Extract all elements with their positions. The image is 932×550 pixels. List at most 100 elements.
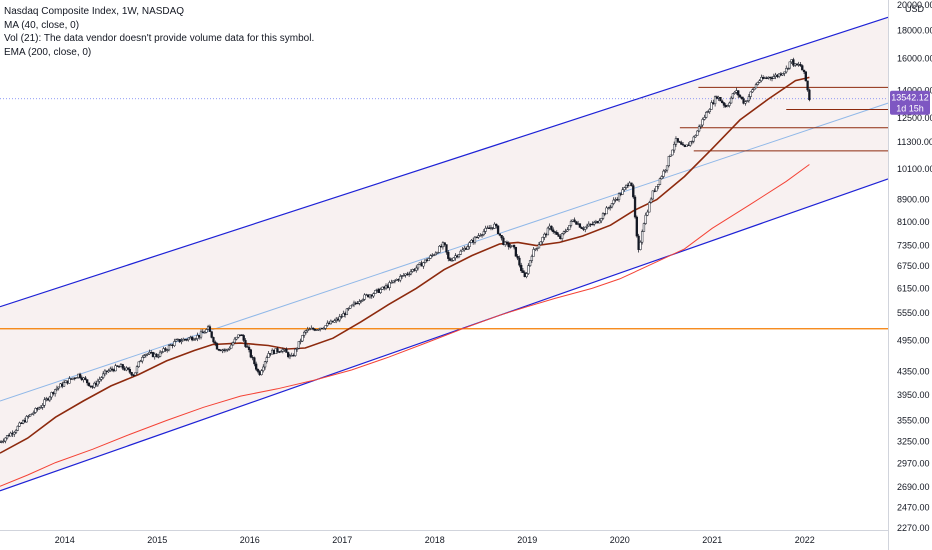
candle-body (231, 342, 235, 346)
candle-body (359, 300, 363, 302)
candle-body (641, 231, 644, 243)
candle-body (358, 301, 361, 304)
volume-indicator-label[interactable]: Vol (21): The data vendor doesn't provid… (4, 33, 315, 44)
candle-body (573, 219, 576, 223)
candle-body (32, 412, 35, 415)
candle-body (443, 242, 446, 245)
candle-body (445, 244, 448, 253)
candle-body (16, 425, 19, 431)
candle-body (653, 190, 656, 192)
channel-bottom-line[interactable] (0, 178, 889, 492)
ema-line (0, 164, 810, 487)
candle-body (612, 199, 615, 204)
price-tick-label: 8900.00 (897, 195, 930, 205)
candle-body (285, 349, 288, 353)
candle-body (696, 130, 699, 136)
candle-body (5, 435, 9, 439)
candle-body (466, 246, 469, 250)
price-tick-label: 18000.00 (897, 25, 932, 35)
candle-body (480, 234, 484, 236)
candle-body (29, 414, 32, 417)
candle-body (242, 335, 245, 341)
candle-body (9, 432, 12, 437)
price-tick-label: 11300.00 (897, 137, 932, 147)
candle-body (765, 77, 768, 79)
candle-body (749, 91, 752, 97)
candle-body (648, 202, 651, 213)
candle-body (689, 141, 692, 146)
candle-body (527, 265, 530, 274)
price-tick-label: 2470.00 (897, 503, 930, 513)
candle-body (468, 242, 471, 247)
candle-body (55, 387, 59, 390)
price-tick-label: 5550.00 (897, 308, 930, 318)
candle-body (651, 190, 654, 200)
candle-body (86, 379, 89, 384)
candle-body (728, 102, 731, 106)
candle-body (591, 223, 594, 226)
candle-body (13, 432, 16, 435)
price-axis[interactable]: 2270.00 2470.00 2690.00 2970.00 3250.00 3550.… (897, 0, 932, 533)
candle-body (253, 357, 256, 365)
price-tick-label: 2970.00 (897, 458, 930, 468)
candle-body (566, 229, 569, 232)
candle-body (226, 349, 229, 351)
time-axis[interactable]: 2014 2015 2016 2017 2018 2019 2020 2021 2022 (55, 535, 815, 545)
candle-body (155, 353, 158, 357)
symbol-title[interactable]: Nasdaq Composite Index, 1W, NASDAQ (4, 6, 185, 17)
candle-body (297, 341, 300, 349)
time-tick-label: 2021 (702, 535, 722, 545)
candle-body (713, 96, 717, 105)
candle-body (737, 90, 740, 96)
ma-indicator-label[interactable]: MA (40, close, 0) (4, 19, 80, 31)
candle-body (102, 373, 105, 378)
candle-body (174, 339, 178, 342)
candle-body (756, 82, 759, 85)
candle-body (505, 241, 509, 244)
candle-body (680, 142, 683, 145)
candle-body (192, 339, 196, 341)
candle-body (665, 165, 669, 171)
candle-body (210, 331, 213, 338)
ema-indicator-label[interactable]: EMA (200, close, 0) (4, 46, 92, 58)
drawing-layer[interactable] (0, 16, 889, 492)
candle-body (649, 198, 653, 203)
candle-body (758, 80, 761, 83)
candle-body (214, 341, 217, 344)
candle-body (623, 187, 626, 191)
candle-body (372, 293, 375, 297)
candle-body (180, 340, 183, 343)
candle-body (496, 225, 500, 235)
candle-body (740, 96, 743, 99)
candle-body (447, 251, 450, 259)
candle-body (575, 221, 578, 225)
channel-top-line[interactable] (0, 16, 889, 308)
time-tick-label: 2020 (610, 535, 630, 545)
candle-body (512, 244, 516, 248)
candle-body (409, 271, 413, 275)
candle-body (786, 67, 790, 70)
candle-body (304, 330, 308, 333)
candle-body (514, 246, 518, 257)
candle-body (41, 405, 44, 408)
price-tick-label: 6750.00 (897, 261, 930, 271)
candle-body (644, 214, 647, 224)
candle-body (769, 76, 772, 79)
candle-body (190, 336, 194, 341)
candle-body (610, 203, 614, 208)
candle-body (479, 235, 482, 237)
candle-body (287, 352, 290, 358)
candle-body (294, 348, 297, 356)
candle-body (205, 329, 208, 333)
candle-body (731, 93, 735, 99)
candle-body (14, 430, 18, 433)
candle-body (93, 382, 96, 388)
candle-body (578, 223, 582, 228)
channel-mid-line[interactable] (0, 102, 889, 402)
candle-body (504, 241, 507, 245)
candle-body (39, 407, 43, 409)
candle-body (263, 361, 267, 368)
candle-body (703, 117, 706, 120)
price-tick-label: 16000.00 (897, 54, 932, 64)
